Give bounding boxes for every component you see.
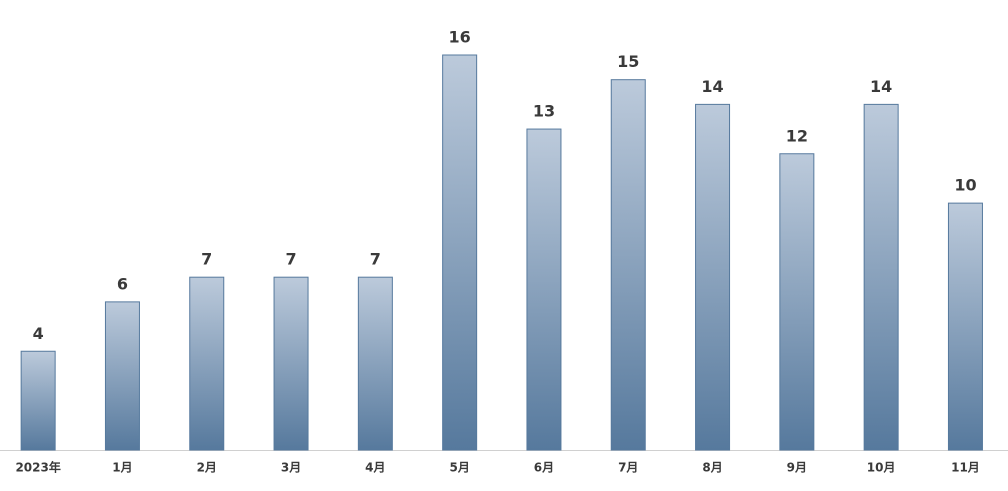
x-tick-label: 4月 — [365, 461, 385, 475]
bar — [526, 128, 562, 451]
x-tick-label: 9月 — [787, 461, 807, 475]
value-label: 16 — [449, 28, 471, 47]
bar — [189, 276, 225, 451]
value-label: 15 — [617, 52, 639, 71]
x-tick-label: 5月 — [449, 461, 469, 475]
bar — [779, 153, 815, 451]
value-label: 7 — [201, 250, 212, 269]
value-label: 7 — [285, 250, 296, 269]
x-tick-label: 11月 — [951, 461, 980, 475]
bar — [20, 350, 56, 451]
bar — [104, 301, 140, 451]
value-label: 7 — [370, 250, 381, 269]
value-label: 10 — [954, 176, 976, 195]
x-tick-label: 2023年 — [15, 460, 60, 475]
x-tick-label: 10月 — [867, 461, 896, 475]
bar — [695, 103, 731, 451]
bar — [273, 276, 309, 451]
x-tick-label: 3月 — [281, 461, 301, 475]
bar — [863, 103, 899, 451]
x-tick-label: 1月 — [112, 461, 132, 475]
bar — [357, 276, 393, 451]
value-label: 12 — [786, 126, 808, 145]
value-label: 4 — [33, 324, 44, 343]
value-label: 13 — [533, 102, 555, 121]
x-tick-label: 6月 — [534, 461, 554, 475]
x-tick-label: 2月 — [197, 461, 217, 475]
bar — [442, 54, 478, 451]
value-label: 14 — [701, 77, 723, 96]
value-label: 14 — [870, 77, 892, 96]
x-tick-label: 8月 — [702, 461, 722, 475]
value-label: 6 — [117, 274, 128, 293]
bar — [610, 79, 646, 451]
x-tick-label: 7月 — [618, 461, 638, 475]
bar — [947, 202, 983, 451]
